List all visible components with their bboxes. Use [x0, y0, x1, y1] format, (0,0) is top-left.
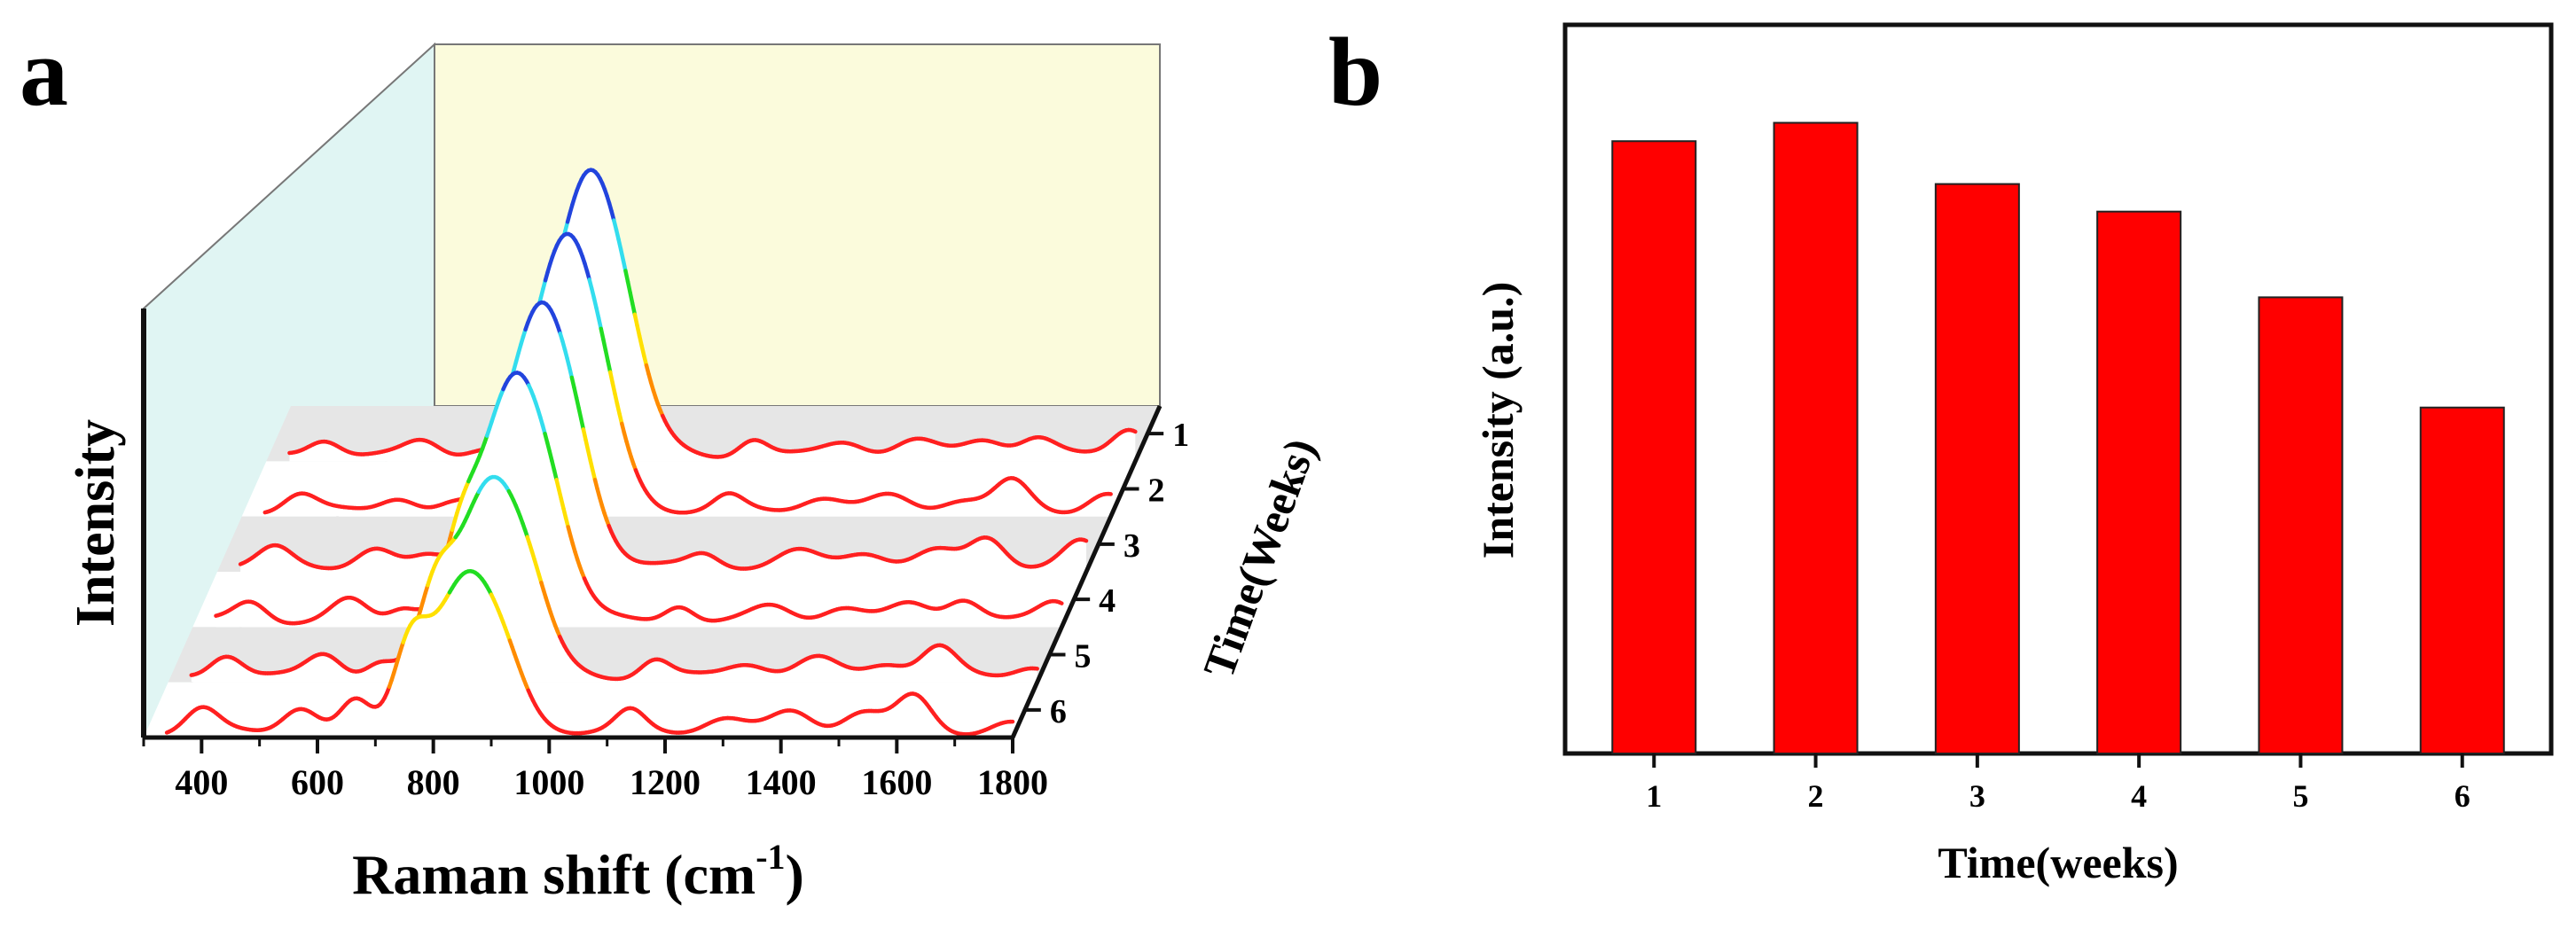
depth-axis-label: Time(Weeks): [1194, 432, 1326, 683]
bar-x-axis-label: Time(weeks): [1938, 838, 2178, 887]
x-tick-label: 800: [407, 762, 460, 802]
bar-x-tick-label: 4: [2131, 778, 2147, 814]
bar-x-ticks: 1 2 3 4 5 6: [1646, 753, 2470, 814]
x-tick-label: 1800: [977, 762, 1048, 802]
depth-tick-label: 5: [1075, 638, 1092, 675]
bar: [1773, 121, 1859, 755]
x-tick-label: 600: [291, 762, 344, 802]
depth-tick-label: 4: [1099, 582, 1116, 620]
depth-tick-label: 3: [1124, 527, 1140, 565]
bar-x-tick-label: 6: [2455, 778, 2470, 814]
bar: [1611, 140, 1697, 754]
spectra-group: [164, 168, 1138, 738]
depth-axis-line: [1010, 404, 1163, 739]
x-axis-label-close: ): [786, 843, 804, 906]
bar: [2096, 210, 2182, 755]
bar-x-tick-label: 1: [1646, 778, 1662, 814]
x-tick-label: 1400: [746, 762, 817, 802]
spectrum-1-segment: [1131, 428, 1138, 434]
spectrum-4-segment: [1057, 600, 1064, 605]
bars-group: [1611, 121, 2505, 755]
spectrum-fill: [191, 477, 1037, 683]
bar: [2419, 406, 2505, 754]
x-axis-label-superscript: -1: [756, 837, 785, 877]
depth-tick-label: 6: [1050, 693, 1067, 730]
bar-y-axis-label: Intensity (a.u.): [1473, 282, 1523, 559]
y-axis-label: Intensity: [66, 419, 126, 627]
spectrum-fill: [167, 571, 1014, 738]
bar-chart: 1 2 3 4 5 6 Time(weeks) Intensity (a.u.): [1473, 22, 2554, 887]
x-tick-label: 1600: [861, 762, 932, 802]
x-tick-label: 400: [175, 762, 228, 802]
bar-x-tick-label: 3: [1969, 778, 1985, 814]
depth-tick-label: 1: [1172, 417, 1189, 454]
bar-x-tick-label: 5: [2292, 778, 2308, 814]
x-ticks: 400 600 800 1000 1200 1400 1600 1800: [142, 738, 1048, 802]
panel-b-label: b: [1328, 18, 1382, 126]
spectrum-3-segment: [1082, 537, 1089, 543]
x-tick-label: 1200: [630, 762, 701, 802]
x-axis-label: Raman shift (cm-1): [352, 837, 804, 906]
bar: [1934, 183, 2020, 755]
panel-a-label: a: [20, 18, 68, 126]
bar: [2258, 296, 2344, 755]
bar-x-tick-label: 2: [1808, 778, 1824, 814]
x-axis-label-main: Raman shift (cm: [352, 843, 756, 906]
x-tick-label: 1000: [513, 762, 584, 802]
plot-frame: [1562, 22, 2554, 756]
depth-tick-label: 2: [1148, 472, 1165, 510]
